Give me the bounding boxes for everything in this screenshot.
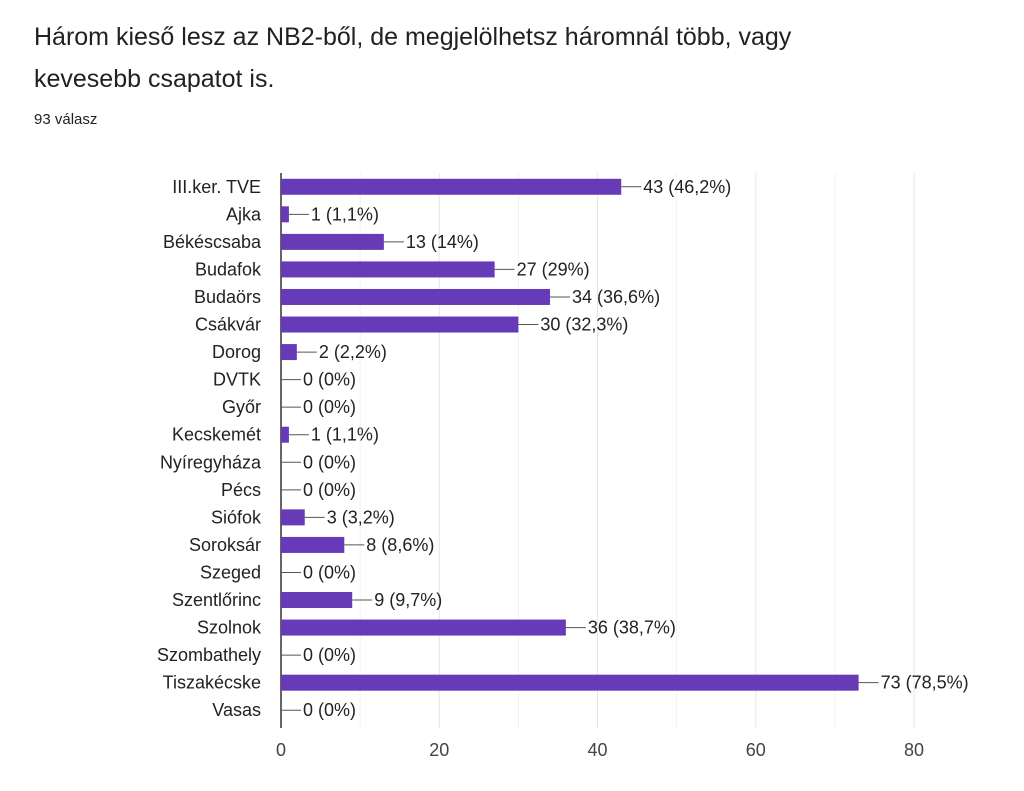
category-label: Vasas (212, 700, 261, 720)
x-tick-label: 40 (587, 740, 607, 760)
data-label: 43 (46,2%) (643, 177, 731, 197)
data-label: 9 (9,7%) (374, 590, 442, 610)
category-label: Siófok (211, 507, 262, 527)
bar (281, 288, 551, 305)
bar (281, 206, 289, 223)
category-label: Tiszakécske (163, 673, 261, 693)
data-label: 0 (0%) (303, 397, 356, 417)
data-label: 0 (0%) (303, 562, 356, 582)
x-tick-label: 0 (276, 740, 286, 760)
data-label: 0 (0%) (303, 480, 356, 500)
bar (281, 426, 289, 443)
category-label: III.ker. TVE (172, 177, 261, 197)
category-label: Dorog (212, 342, 261, 362)
category-label: Szolnok (197, 618, 262, 638)
category-label: Kecskemét (172, 425, 261, 445)
gridlines (280, 173, 915, 728)
data-label: 1 (1,1%) (311, 425, 379, 445)
data-label: 0 (0%) (303, 452, 356, 472)
category-label: Szeged (200, 562, 261, 582)
bar (281, 261, 495, 278)
category-label: Budafok (195, 259, 262, 279)
data-label: 34 (36,6%) (572, 287, 660, 307)
category-label: Szentlőrinc (172, 590, 261, 610)
category-label: Békéscsaba (163, 232, 262, 252)
category-label: DVTK (213, 370, 261, 390)
data-label: 0 (0%) (303, 700, 356, 720)
bar (281, 178, 622, 195)
category-label: Soroksár (189, 535, 261, 555)
data-label: 73 (78,5%) (881, 673, 969, 693)
bar (281, 536, 345, 553)
data-label: 3 (3,2%) (327, 507, 395, 527)
data-label: 8 (8,6%) (366, 535, 434, 555)
bar (281, 344, 297, 361)
bar (281, 509, 305, 526)
category-label: Csákvár (195, 315, 261, 335)
x-tick-label: 20 (429, 740, 449, 760)
category-label: Nyíregyháza (160, 452, 262, 472)
data-label: 13 (14%) (406, 232, 479, 252)
question-title: Három kieső lesz az NB2-ből, de megjelöl… (34, 23, 792, 93)
bar (281, 674, 859, 691)
bar (281, 592, 353, 609)
data-label: 36 (38,7%) (588, 618, 676, 638)
category-label: Pécs (221, 480, 261, 500)
bars (281, 178, 879, 711)
category-label: Budaörs (194, 287, 261, 307)
data-label: 0 (0%) (303, 370, 356, 390)
data-label: 0 (0%) (303, 645, 356, 665)
data-label: 2 (2,2%) (319, 342, 387, 362)
bar (281, 233, 384, 250)
category-label: Szombathely (157, 645, 261, 665)
category-label: Ajka (226, 204, 262, 224)
category-label: Győr (222, 397, 261, 417)
data-label: 1 (1,1%) (311, 204, 379, 224)
bar (281, 619, 566, 636)
labels: 0 20 40 60 80 III.ker. TVE 43 (46,2%) Ajka 1 (1,… (157, 177, 969, 760)
x-tick-label: 80 (904, 740, 924, 760)
bar (281, 316, 519, 333)
x-tick-label: 60 (746, 740, 766, 760)
data-label: 27 (29%) (517, 259, 590, 279)
data-label: 30 (32,3%) (540, 315, 628, 335)
response-count: 93 válasz (34, 111, 98, 128)
